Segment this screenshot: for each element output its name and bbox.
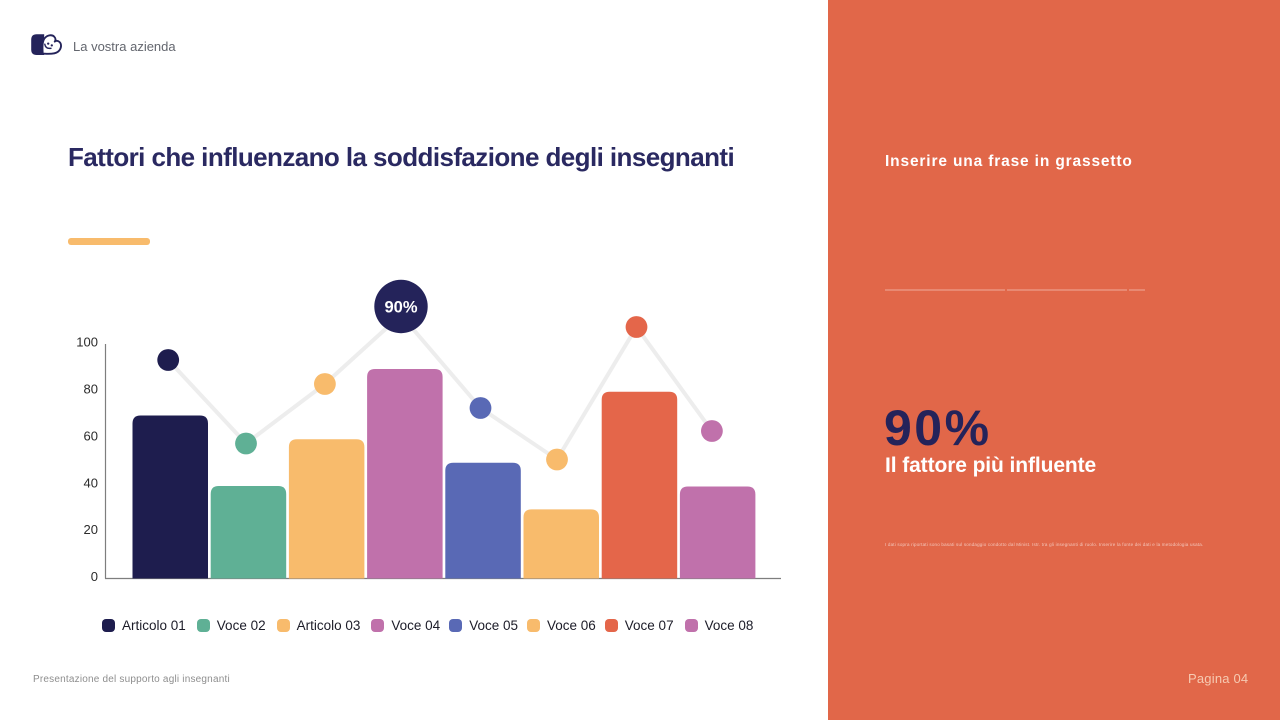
svg-text:100: 100 <box>76 335 98 350</box>
svg-text:20: 20 <box>84 522 98 537</box>
svg-text:90%: 90% <box>384 299 417 317</box>
svg-text:80: 80 <box>84 382 98 397</box>
svg-text:40: 40 <box>84 475 98 490</box>
svg-text:0: 0 <box>91 569 98 584</box>
svg-text:60: 60 <box>84 428 98 443</box>
